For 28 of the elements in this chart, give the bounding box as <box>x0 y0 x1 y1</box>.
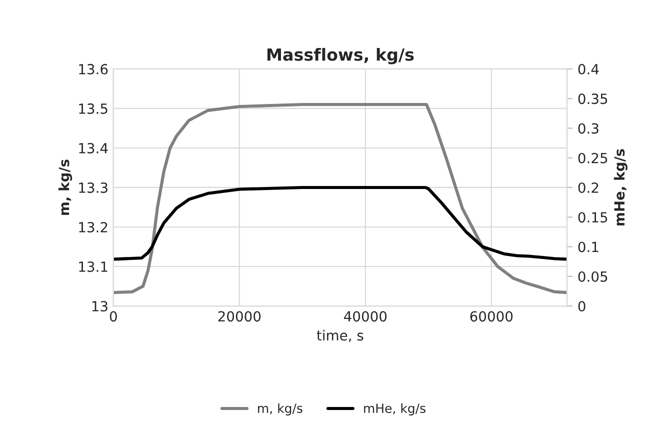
y2-tick-label: 0.35 <box>578 94 608 104</box>
y2-tick-label: 0.3 <box>578 123 598 134</box>
y2-tick-label: 0.05 <box>578 271 608 282</box>
legend-label: m, kg/s <box>258 403 302 416</box>
y2-tick-label: 0.4 <box>578 64 599 74</box>
y-tick-label: 13.1 <box>79 261 108 272</box>
x-tick-label: 40000 <box>344 311 387 322</box>
x-tick-label: 60000 <box>470 311 513 322</box>
y-tick-label: 13 <box>92 300 108 312</box>
y2-tick-label: 0.25 <box>578 152 608 164</box>
y2-axis-title: mHe, kg/s <box>614 149 628 226</box>
y-tick-label: 13.4 <box>79 142 108 154</box>
y-tick-label: 13.6 <box>79 64 108 74</box>
y2-tick-label: 0 <box>578 300 586 312</box>
y2-tick-label: 0.2 <box>578 182 598 193</box>
y-tick-label: 13.3 <box>79 182 108 193</box>
y-tick-label: 13.5 <box>79 103 108 114</box>
y2-tick-label: 0.1 <box>578 242 598 252</box>
legend-label: mHe, kg/s <box>364 403 426 416</box>
x-axis-title: time, s <box>316 330 364 342</box>
chart-title: Massflows, kg/s <box>267 48 414 64</box>
x-tick-label: 20000 <box>218 311 261 322</box>
x-tick-label: 0 <box>110 311 117 322</box>
y2-tick-label: 0.15 <box>578 212 608 223</box>
line-series <box>113 102 567 294</box>
y-tick-label: 13.2 <box>79 222 108 232</box>
y-axis-title: m, kg/s <box>58 160 72 215</box>
line-series <box>113 186 567 261</box>
